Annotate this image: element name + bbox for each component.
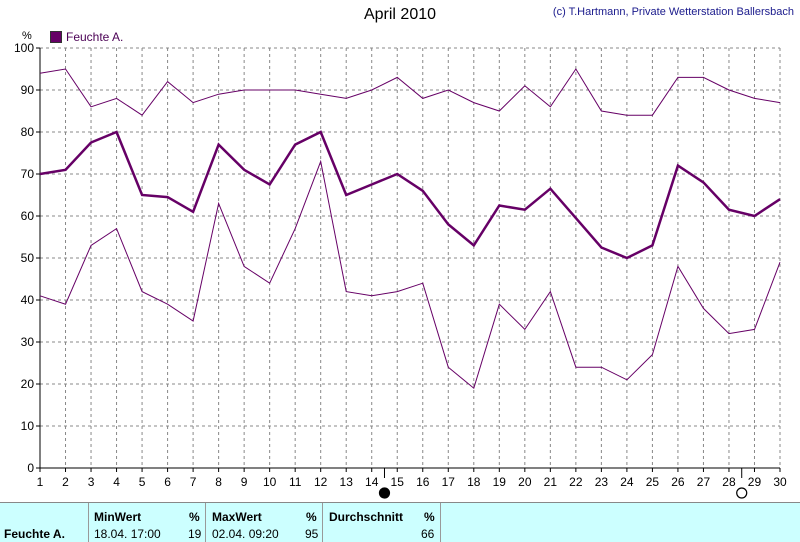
avg-unit: % (424, 510, 435, 524)
legend-label: Feuchte A. (66, 30, 124, 44)
max-date: 02.04. 09:20 (212, 527, 279, 541)
stats-row-label: Feuchte A. (4, 527, 65, 541)
series-line-max (39, 68, 781, 116)
y-tick-label: 40 (21, 293, 35, 307)
x-tick-label: 27 (697, 475, 711, 489)
x-tick-label: 3 (88, 475, 95, 489)
y-tick-label: 80 (21, 125, 35, 139)
full-moon-icon (378, 487, 391, 499)
x-tick-label: 30 (773, 475, 787, 489)
y-tick-label: 60 (21, 209, 35, 223)
y-tick-label: 90 (21, 83, 35, 97)
x-tick-label: 4 (113, 475, 120, 489)
x-tick-label: 26 (671, 475, 685, 489)
series-line-avg (39, 130, 781, 260)
y-tick-label: 50 (21, 251, 35, 265)
max-header: MaxWert (212, 510, 262, 524)
avg-header: Durchschnitt (329, 510, 404, 524)
avg-value: 66 (421, 527, 435, 541)
new-moon-icon (736, 487, 748, 499)
x-tick-label: 19 (493, 475, 507, 489)
x-tick-label: 25 (646, 475, 660, 489)
x-tick-label: 18 (467, 475, 481, 489)
x-tick-label: 9 (241, 475, 248, 489)
legend-swatch (50, 31, 62, 43)
x-tick-label: 5 (139, 475, 146, 489)
x-tick-label: 17 (442, 475, 456, 489)
x-tick-label: 12 (314, 475, 328, 489)
min-date: 18.04. 17:00 (94, 527, 161, 541)
series-line-min (39, 159, 781, 390)
x-tick-label: 14 (365, 475, 379, 489)
y-tick-label: 70 (21, 167, 35, 181)
y-tick-label: 0 (27, 461, 34, 475)
x-tick-label: 20 (518, 475, 532, 489)
x-tick-label: 13 (340, 475, 354, 489)
copyright-note: (c) T.Hartmann, Private Wetterstation Ba… (552, 6, 794, 18)
x-tick-label: 1 (37, 475, 44, 489)
stats-min-col: MinWert % 18.04. 17:00 19 (89, 503, 206, 542)
min-value: 19 (188, 527, 202, 541)
min-unit: % (189, 510, 200, 524)
x-tick-label: 28 (722, 475, 736, 489)
y-axis-unit: % (22, 30, 32, 42)
x-tick-label: 22 (569, 475, 583, 489)
stats-max-col: MaxWert % 02.04. 09:20 95 (206, 503, 323, 542)
x-tick-label: 29 (748, 475, 762, 489)
stats-label-col: Feuchte A. (0, 503, 89, 542)
chart-title: April 2010 (363, 6, 437, 23)
max-value: 95 (305, 527, 319, 541)
y-tick-label: 20 (21, 377, 35, 391)
x-tick-label: 23 (595, 475, 609, 489)
x-tick-label: 11 (289, 475, 302, 489)
x-tick-label: 21 (544, 475, 558, 489)
y-tick-label: 100 (14, 41, 34, 55)
x-tick-label: 10 (263, 475, 277, 489)
max-unit: % (306, 510, 317, 524)
stats-panel: Feuchte A. MinWert % 18.04. 17:00 19 Max… (0, 502, 800, 542)
x-tick-label: 24 (620, 475, 634, 489)
y-tick-label: 10 (21, 419, 35, 433)
x-tick-label: 8 (215, 475, 222, 489)
legend: Feuchte A. (50, 30, 123, 44)
x-tick-label: 6 (164, 475, 171, 489)
y-tick-label: 30 (21, 335, 35, 349)
stats-avg-col: Durchschnitt % 66 (323, 503, 441, 542)
x-tick-label: 7 (190, 475, 197, 489)
x-tick-label: 16 (416, 475, 430, 489)
min-header: MinWert (94, 510, 142, 524)
x-tick-label: 15 (391, 475, 405, 489)
x-tick-label: 2 (62, 475, 69, 489)
